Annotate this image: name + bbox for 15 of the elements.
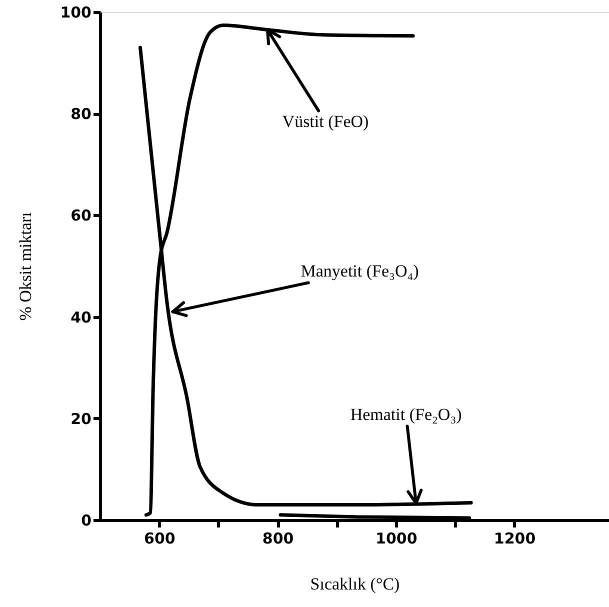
y-tick-label: 0	[81, 512, 92, 530]
y-tick-label: 40	[70, 308, 92, 326]
y-tick-label: 20	[70, 410, 92, 428]
x-tick-label: 800	[262, 530, 294, 548]
y-tick-label: 100	[60, 4, 92, 22]
x-tick-label: 1200	[494, 530, 536, 548]
annotation: Manyetit (Fe₃O₄)	[300, 262, 419, 281]
y-axis-title: % Oksit miktarı	[16, 212, 36, 321]
x-tick-label: 600	[144, 530, 176, 548]
annotation: Hematit (Fe₂O₃)	[350, 405, 462, 424]
x-axis-title: Sıcaklık (°C)	[310, 574, 400, 594]
x-tick-label: 1000	[376, 530, 418, 548]
annotation: Vüstit (FeO)	[282, 112, 369, 131]
y-tick-label: 80	[70, 105, 92, 124]
y-tick-label: 60	[70, 206, 92, 225]
